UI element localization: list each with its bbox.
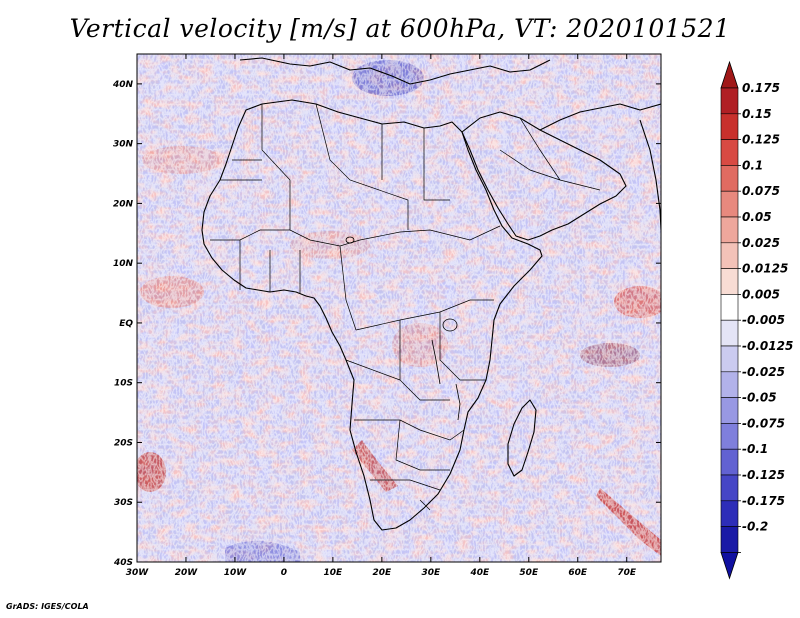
colorbar-swatch bbox=[720, 345, 739, 373]
lat-tick-label: 30N bbox=[113, 140, 134, 150]
lon-tick-label: 30E bbox=[421, 568, 441, 578]
border-lines-south bbox=[354, 419, 465, 511]
colorbar-swatch bbox=[720, 500, 739, 527]
lon-tick-label: 0 bbox=[281, 568, 287, 578]
colorbar-level-label: -0.005 bbox=[742, 313, 785, 327]
chart-title: Vertical velocity [m/s] at 600hPa, VT: 2… bbox=[69, 14, 731, 43]
lat-tick-label: EQ bbox=[119, 319, 133, 329]
border-lines-north bbox=[220, 103, 450, 230]
colorbar-swatch bbox=[720, 526, 739, 553]
lon-tick-label: 60E bbox=[568, 568, 588, 578]
colorbar-level-label: -0.1 bbox=[742, 442, 768, 456]
axis-labels: 30W 20W 10W 0 10E 20E 30E 40E 50E 60E 70E 40N 30N 20N… bbox=[112, 80, 637, 578]
india-coastline bbox=[639, 119, 661, 231]
colorbar-swatch bbox=[720, 474, 739, 502]
grads-credit: GrADS: IGES/COLA bbox=[6, 602, 89, 611]
colorbar-level-label: -0.2 bbox=[742, 520, 768, 534]
colorbar-top-arrow bbox=[720, 60, 739, 89]
lat-tick-label: 20N bbox=[113, 199, 134, 209]
lon-tick-label: 10E bbox=[324, 568, 344, 578]
colorbar-swatch bbox=[720, 242, 739, 269]
lat-tick-label: 10N bbox=[113, 259, 134, 269]
colorbar-level-label: -0.05 bbox=[742, 391, 777, 405]
colorbar-swatch bbox=[720, 448, 739, 476]
colorbar-level-label: -0.075 bbox=[742, 416, 785, 430]
colorbar-bottom-arrow bbox=[720, 552, 739, 580]
lon-tick-label: 20W bbox=[175, 568, 199, 578]
lake-malawi bbox=[455, 383, 461, 421]
lon-tick-label: 20E bbox=[373, 568, 393, 578]
colorbar-swatch bbox=[720, 423, 739, 450]
border-lines-central bbox=[345, 299, 494, 401]
lon-tick-label: 30W bbox=[126, 568, 150, 578]
border-lines-arabia bbox=[499, 117, 601, 191]
colorbar-labels: 0.175 0.15 0.125 0.1 0.075 0.05 0.025 0.0125 0.0… bbox=[742, 81, 793, 534]
colorbar-level-label: 0.05 bbox=[742, 210, 772, 224]
lake-tanganyika bbox=[431, 339, 441, 385]
africa-coastline bbox=[201, 99, 543, 531]
lat-tick-label: 40S bbox=[113, 558, 133, 568]
colorbar-swatch bbox=[720, 190, 739, 218]
arabian-peninsula-coastline bbox=[461, 111, 627, 241]
colorbar-swatch bbox=[720, 268, 739, 295]
persian-coast bbox=[539, 103, 661, 131]
axis-ticks bbox=[136, 54, 661, 563]
country-borders bbox=[210, 103, 601, 511]
lat-tick-label: 30S bbox=[114, 498, 133, 508]
field-noise-fine bbox=[137, 54, 661, 562]
madagascar-coastline bbox=[507, 399, 537, 477]
colorbar-level-label: 0.15 bbox=[742, 107, 772, 121]
lat-tick-label: 10S bbox=[114, 379, 133, 389]
colorbar-swatch bbox=[720, 397, 739, 424]
lakes bbox=[345, 236, 461, 421]
europe-coastline bbox=[239, 57, 551, 85]
colorbar-level-label: -0.0125 bbox=[742, 339, 793, 353]
lon-tick-label: 50E bbox=[519, 568, 539, 578]
border-lines-west bbox=[210, 225, 501, 331]
colorbar-level-label: 0.005 bbox=[742, 287, 780, 301]
colorbar-level-label: -0.125 bbox=[742, 468, 785, 482]
lat-tick-label: 40N bbox=[112, 80, 134, 90]
colorbar-level-label: 0.025 bbox=[742, 236, 780, 250]
colorbar-level-label: 0.0125 bbox=[742, 262, 788, 276]
lat-tick-label: 20S bbox=[114, 438, 133, 448]
lon-tick-label: 40E bbox=[469, 568, 490, 578]
map-border bbox=[136, 53, 662, 563]
lake-victoria bbox=[442, 318, 458, 332]
colorbar-level-label: -0.025 bbox=[742, 365, 785, 379]
colorbar-swatch bbox=[720, 319, 739, 347]
colorbar-swatch bbox=[720, 371, 739, 398]
colorbar-swatch bbox=[720, 87, 739, 115]
lon-tick-label: 70E bbox=[617, 568, 637, 578]
colorbar-swatch bbox=[720, 139, 739, 166]
colorbar-level-label: 0.125 bbox=[742, 133, 780, 147]
colorbar-swatch bbox=[720, 216, 739, 244]
colorbar-swatch bbox=[720, 294, 739, 321]
colorbar-level-label: 0.1 bbox=[742, 158, 763, 172]
lon-tick-label: 10W bbox=[224, 568, 248, 578]
colorbar bbox=[720, 60, 741, 580]
colorbar-swatch bbox=[720, 113, 739, 140]
colorbar-level-label: 0.075 bbox=[742, 184, 780, 198]
colorbar-swatch bbox=[720, 165, 739, 192]
coastlines bbox=[201, 57, 661, 531]
map-frame bbox=[137, 54, 661, 562]
colorbar-level-label: 0.175 bbox=[742, 81, 780, 95]
colorbar-level-label: -0.175 bbox=[742, 494, 785, 508]
lake-chad bbox=[345, 236, 355, 244]
